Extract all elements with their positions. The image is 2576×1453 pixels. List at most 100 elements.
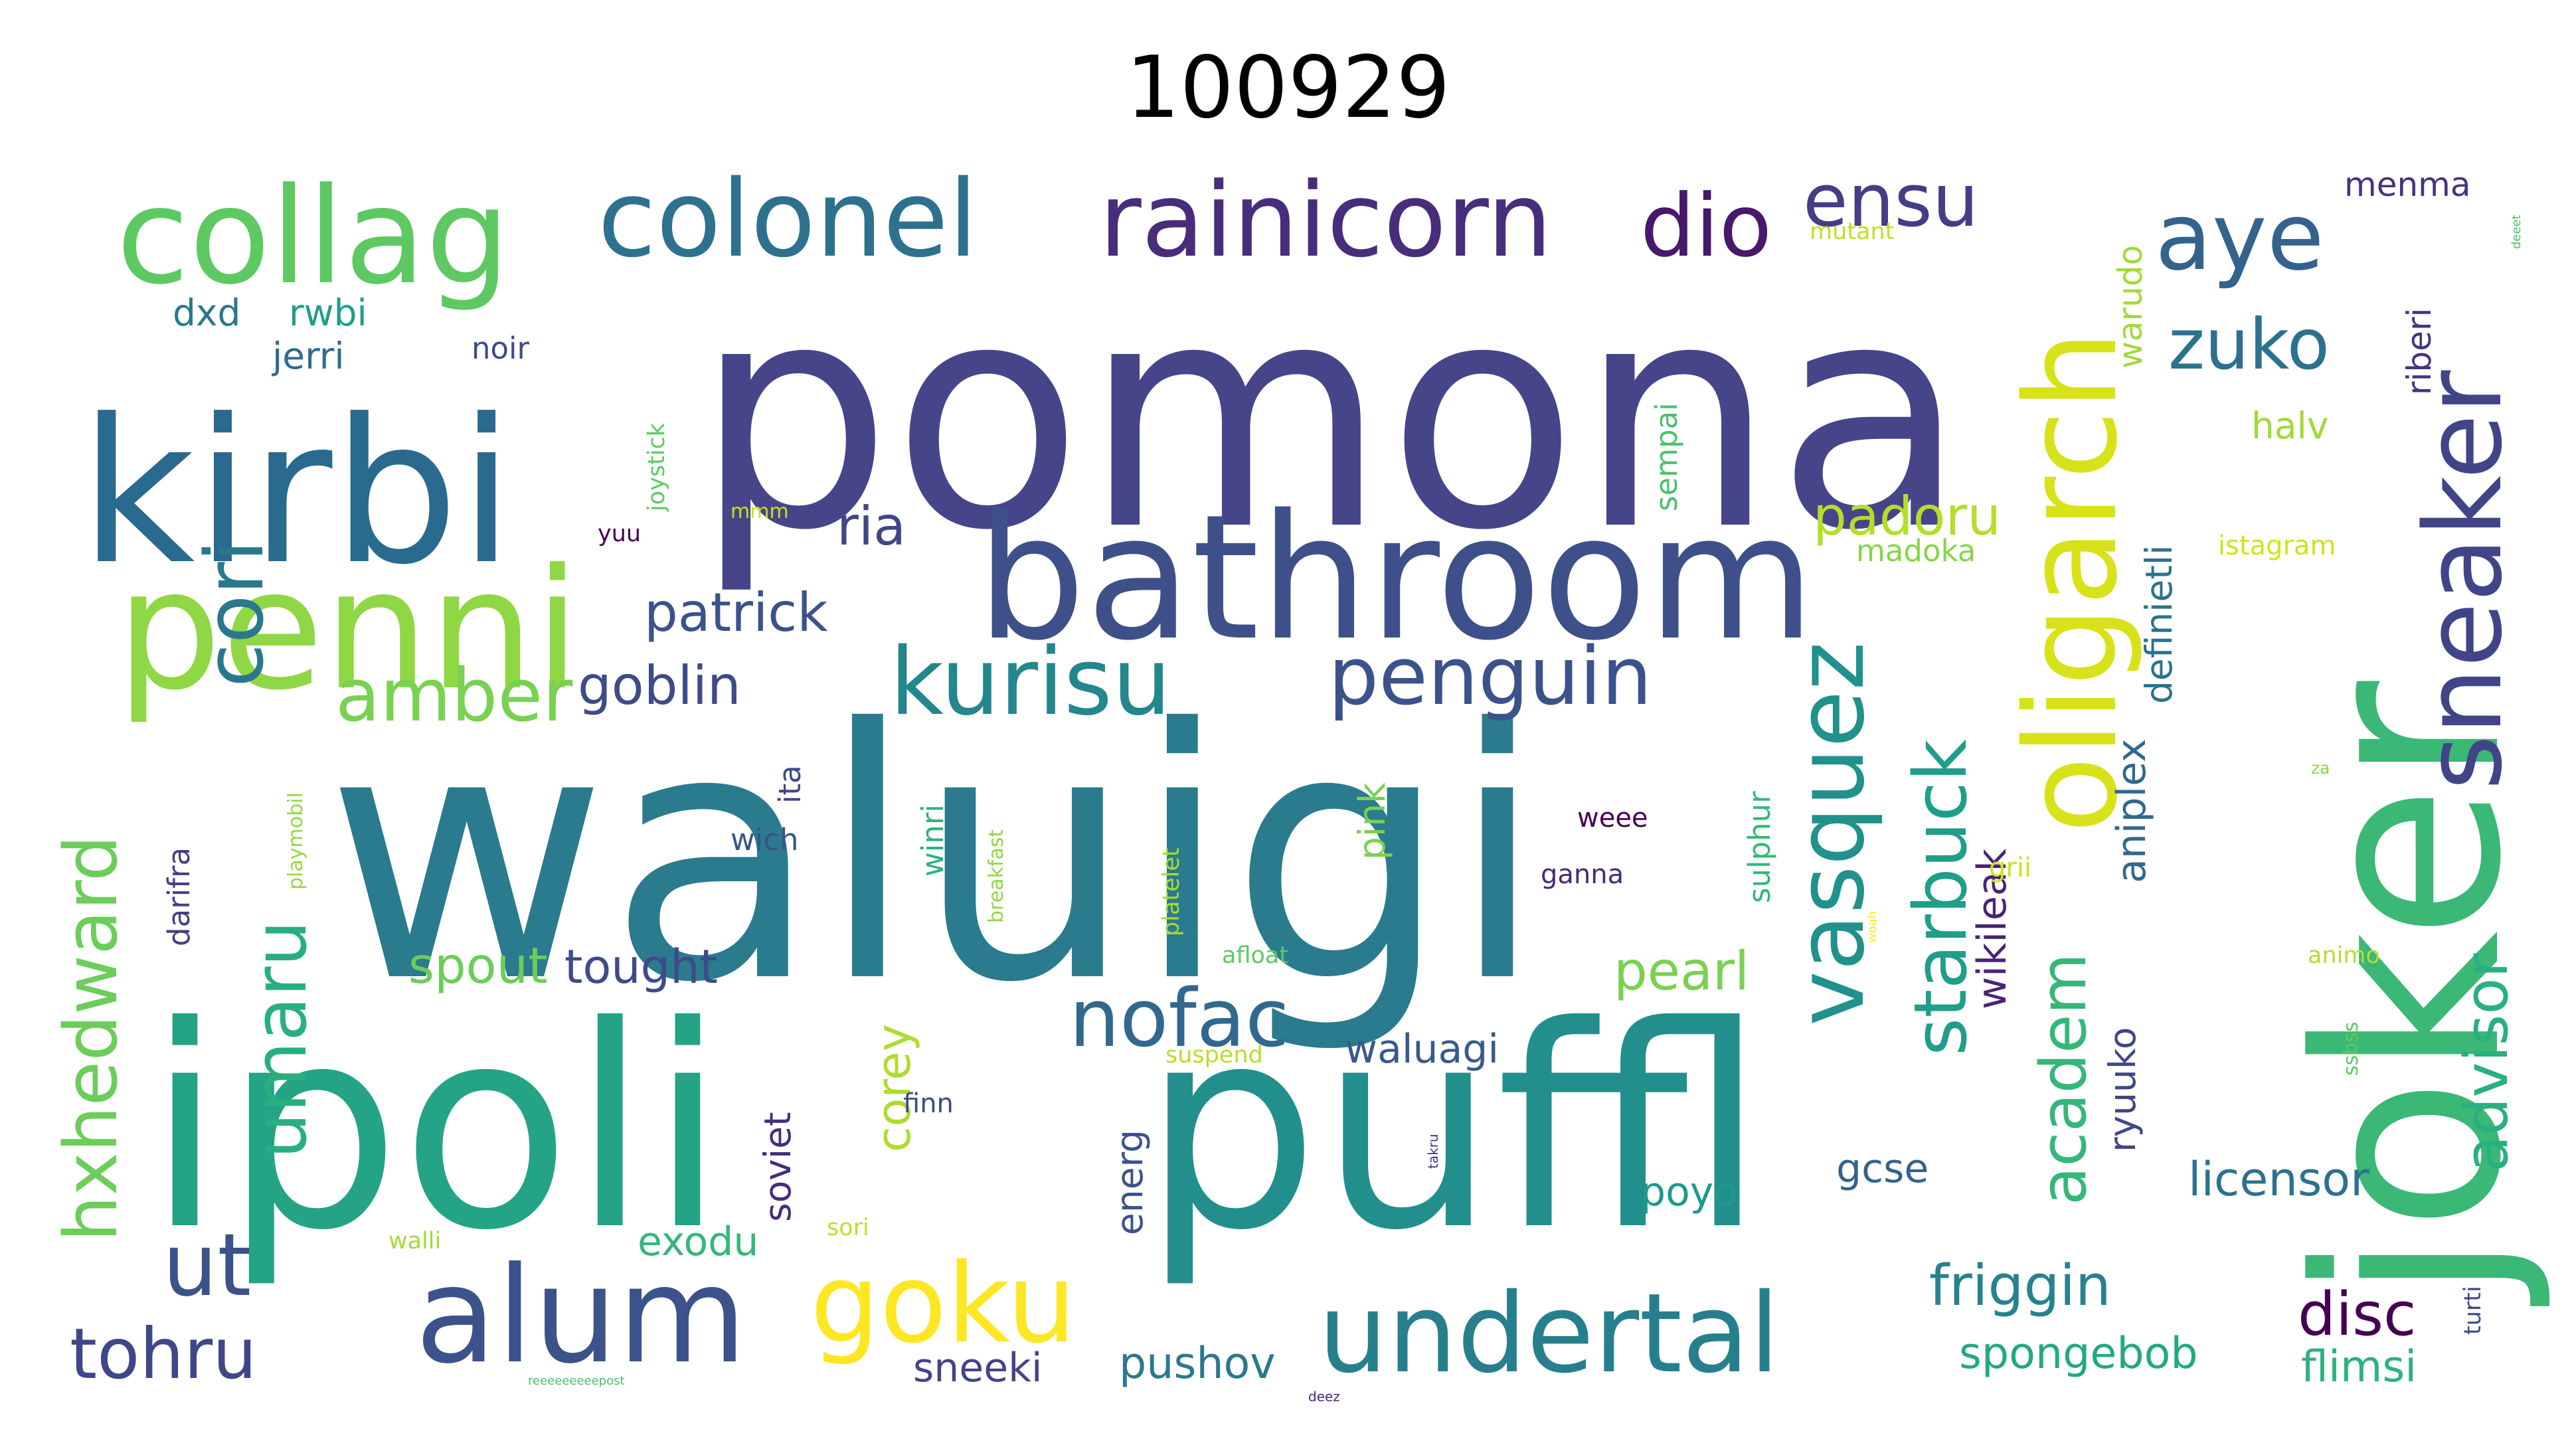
word-warudo: warudo	[2111, 245, 2150, 369]
word-sneeki: sneeki	[913, 1345, 1043, 1391]
word-advisor: advisor	[2452, 953, 2522, 1172]
word-pearl: pearl	[1614, 940, 1749, 1002]
word-playmobil: playmobil	[284, 792, 307, 890]
word-noir: noir	[472, 331, 530, 366]
word-patrick: patrick	[644, 582, 828, 643]
word-ensu: ensu	[1803, 158, 1978, 243]
word-gcse: gcse	[1836, 1146, 1929, 1192]
word-ganna: ganna	[1541, 859, 1624, 890]
word-finn: finn	[903, 1088, 954, 1119]
word-riberi: riberi	[2400, 308, 2439, 395]
word-penni: penni	[116, 533, 580, 726]
word-cori: cori	[189, 540, 282, 687]
word-rwbi: rwbi	[289, 292, 367, 334]
word-padoru: padoru	[1813, 485, 2001, 547]
word-breakfast: breakfast	[985, 829, 1008, 923]
word-afloat: afloat	[1222, 942, 1288, 969]
word-za: za	[2311, 758, 2330, 778]
word-takru: takru	[1425, 1134, 1441, 1169]
word-energ: energ	[1108, 1130, 1151, 1235]
word-goku: goku	[810, 1240, 1076, 1367]
word-aniplex: aniplex	[2108, 738, 2155, 883]
word-ut: ut	[163, 1215, 251, 1316]
word-kurisu: kurisu	[890, 628, 1171, 736]
cloud-title: 100929	[1126, 39, 1450, 137]
word-sori: sori	[827, 1215, 869, 1241]
word-amber: amber	[335, 653, 573, 738]
word-ryuuko: ryuuko	[2101, 1027, 2144, 1152]
word-vasquez: vasquez	[1777, 641, 1885, 1026]
word-grii: grii	[1989, 853, 2031, 883]
word-alum: alum	[415, 1239, 747, 1393]
word-ipoli: ipoli	[146, 967, 727, 1292]
word-deez: deez	[1308, 1389, 1340, 1405]
word-tought: tought	[564, 940, 718, 994]
word-hxhedward: hxhedward	[48, 835, 133, 1242]
word-halv: halv	[2251, 404, 2328, 447]
word-pomona: pomona	[694, 235, 1967, 598]
word-kirbi: kirbi	[80, 377, 514, 608]
word-collag: collag	[116, 159, 510, 314]
word-penguin: penguin	[1328, 631, 1652, 723]
word-umaru: umaru	[238, 920, 323, 1159]
word-yuu: yuu	[598, 521, 641, 547]
word-soviet: soviet	[756, 1112, 799, 1222]
word-turti: turti	[2460, 1286, 2486, 1335]
word-mutant: mutant	[1810, 218, 1894, 245]
word-winri: winri	[915, 804, 950, 877]
word-weee: weee	[1577, 803, 1648, 833]
word-animo: animo	[2308, 942, 2380, 969]
word-waluigi: waluigi	[325, 655, 1545, 1058]
word-corey: corey	[867, 1024, 921, 1152]
word-spongebob: spongebob	[1959, 1329, 2198, 1379]
word-oligarch: oligarch	[1998, 330, 2145, 833]
word-academ: academ	[2027, 953, 2101, 1205]
word-pink: pink	[1351, 782, 1393, 860]
word-tohru: tohru	[70, 1314, 257, 1395]
word-joystick: joystick	[644, 422, 670, 512]
word-zuko: zuko	[2168, 304, 2330, 385]
word-istagram: istagram	[2218, 531, 2336, 561]
word-definietli: definietli	[2138, 545, 2180, 705]
word-poyo: poyo	[1640, 1169, 1738, 1215]
word-flimsi: flimsi	[2301, 1342, 2417, 1392]
word-darifra: darifra	[161, 847, 197, 946]
word-exodu: exodu	[638, 1219, 758, 1265]
word-colonel: colonel	[598, 157, 978, 281]
word-dio: dio	[1640, 175, 1772, 276]
word-dxd: dxd	[173, 292, 240, 334]
word-friggin: friggin	[1929, 1253, 2111, 1319]
word-menma: menma	[2344, 165, 2471, 204]
word-joker: joker	[2263, 678, 2557, 1310]
word-spout: spout	[408, 936, 548, 995]
word-nofac: nofac	[1069, 973, 1289, 1065]
word-rainicorn: rainicorn	[1099, 160, 1552, 280]
word-madoka: madoka	[1856, 533, 1976, 568]
word-goblin: goblin	[578, 655, 741, 717]
word-puffl: puffl	[1142, 967, 1766, 1292]
word-licensor: licensor	[2188, 1152, 2369, 1207]
word-reeeeeepost: reeeeeeeeepost	[528, 1374, 625, 1388]
word-pushov: pushov	[1119, 1339, 1276, 1389]
word-disc: disc	[2298, 1280, 2417, 1349]
word-ita: ita	[772, 765, 808, 804]
word-jerri: jerri	[272, 335, 345, 377]
word-walli: walli	[388, 1228, 441, 1254]
word-aye: aye	[2155, 183, 2324, 292]
word-sulphur: sulphur	[1742, 791, 1777, 903]
word-suspend: suspend	[1165, 1042, 1263, 1068]
word-wich: wich	[730, 822, 799, 857]
word-woah: woah	[1865, 911, 1879, 943]
word-starbuck: starbuck	[1898, 739, 1983, 1056]
word-ria: ria	[837, 495, 906, 557]
word-undertal: undertal	[1318, 1270, 1780, 1397]
word-platelet: platelet	[1158, 847, 1185, 936]
word-ssbss: ssbss	[2340, 1021, 2363, 1076]
word-wikileak: wikileak	[1969, 848, 2016, 1009]
word-sneaker: sneaker	[2401, 370, 2526, 790]
word-waluagi: waluagi	[1345, 1026, 1499, 1072]
word-bathroom: bathroom	[976, 478, 1816, 679]
word-sempai: sempai	[1649, 402, 1684, 511]
